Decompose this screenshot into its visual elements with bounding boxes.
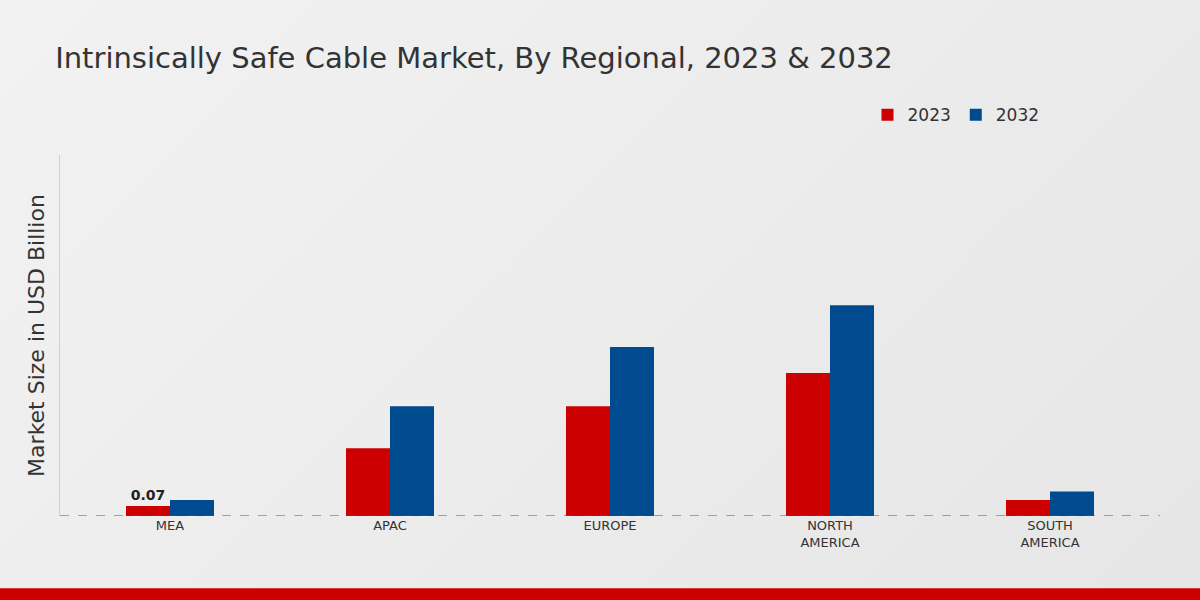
svg-text:NORTHAMERICA: NORTHAMERICA xyxy=(800,518,859,550)
svg-text:MEA: MEA xyxy=(156,518,184,533)
svg-text:EUROPE: EUROPE xyxy=(583,518,636,533)
svg-text:APAC: APAC xyxy=(373,518,407,533)
svg-text:0.07: 0.07 xyxy=(131,487,166,503)
svg-text:Intrinsically Safe Cable Marke: Intrinsically Safe Cable Market, By Regi… xyxy=(55,41,893,75)
svg-text:Market Size in USD Billion: Market Size in USD Billion xyxy=(24,194,49,477)
svg-text:2032: 2032 xyxy=(996,105,1039,125)
svg-text:SOUTHAMERICA: SOUTHAMERICA xyxy=(1020,518,1079,550)
svg-text:2023: 2023 xyxy=(908,105,951,125)
